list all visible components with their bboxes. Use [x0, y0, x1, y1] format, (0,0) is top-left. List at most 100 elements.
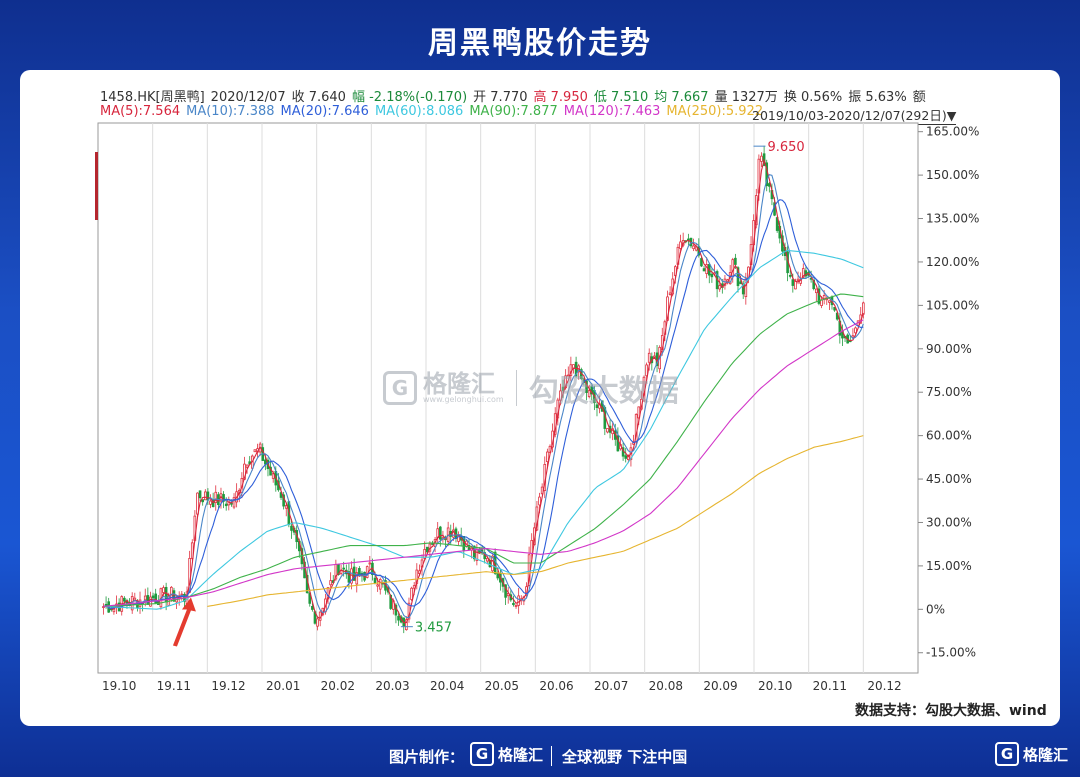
candle-body: [546, 451, 549, 463]
quote-field-10: 振 5.63%: [848, 90, 907, 105]
candle-body: [734, 257, 737, 265]
candle-body: [566, 374, 570, 377]
candle-body: [564, 375, 567, 389]
candle-body: [817, 288, 821, 304]
annotation-label: 9.650: [767, 140, 804, 155]
candle-body: [102, 606, 105, 608]
candle-body: [146, 595, 150, 605]
candle-body: [486, 557, 489, 562]
watermark-brand-sub: www.gelonghui.com: [423, 395, 504, 404]
candle-body: [457, 535, 460, 542]
candle-body: [198, 490, 202, 499]
quote-field-8: 量 1327万: [714, 90, 778, 105]
candle-body: [355, 572, 359, 585]
candle-body: [775, 217, 779, 231]
candle-body: [692, 245, 695, 250]
y-tick-label: 15.00%: [926, 559, 972, 573]
y-tick-label: 120.00%: [926, 255, 979, 269]
series-line-ma120: [103, 319, 864, 607]
ma-legend-line: MA(5):7.564 MA(10):7.388 MA(20):7.646 MA(60…: [100, 104, 769, 119]
candle-body: [378, 578, 382, 590]
x-tick-label: 20.09: [703, 679, 737, 693]
candle-body: [143, 595, 147, 601]
candle-body: [702, 268, 706, 272]
candle-body: [854, 327, 857, 334]
x-tick-label: 20.03: [375, 679, 409, 693]
watermark-brand: 格隆汇: [423, 370, 495, 398]
x-tick-label: 20.06: [539, 679, 573, 693]
quote-field-6: 低 7.510: [593, 90, 649, 105]
candle-body: [425, 546, 429, 553]
candle-body: [368, 562, 372, 565]
candle-body: [496, 573, 500, 579]
candle-body: [741, 283, 745, 295]
x-tick-label: 20.10: [758, 679, 792, 693]
candle-body: [700, 258, 703, 267]
x-tick-label: 19.12: [211, 679, 245, 693]
x-tick-label: 20.07: [594, 679, 628, 693]
x-tick-label: 20.05: [485, 679, 519, 693]
y-tick-label: 90.00%: [926, 342, 972, 356]
series-line-ma20: [103, 199, 864, 609]
footer-divider: [551, 746, 552, 766]
series-line-ma60: [103, 249, 864, 610]
candle-body: [862, 302, 865, 315]
candle-body: [214, 491, 218, 504]
candle-body: [833, 307, 836, 311]
ma-legend-item-1: MA(10):7.388: [186, 104, 275, 119]
data-source: 数据支持：勾股大数据、wind: [855, 703, 1047, 719]
x-tick-label: 20.01: [266, 679, 300, 693]
candle-body: [279, 492, 283, 498]
candle-body: [154, 593, 158, 604]
watermark-separator: [515, 370, 517, 406]
y-tick-label: 165.00%: [926, 125, 979, 139]
footer-brand: 格隆汇: [498, 745, 544, 764]
candle-body: [232, 497, 236, 508]
x-tick-label: 20.02: [321, 679, 355, 693]
red-arrow-marker: [172, 597, 196, 647]
corner-logo: G 格隆汇: [995, 742, 1068, 766]
footer-label: 图片制作：: [389, 748, 465, 766]
candle-body: [373, 577, 377, 584]
candle-body: [311, 606, 314, 610]
quote-field-4: 开 7.770: [473, 90, 528, 105]
y-tick-label: 75.00%: [926, 385, 972, 399]
y-tick-label: 105.00%: [926, 298, 979, 312]
series-line-ma250: [207, 435, 864, 607]
candle-body: [196, 492, 199, 515]
y-tick-label: 30.00%: [926, 515, 972, 529]
candle-body: [744, 278, 748, 298]
watermark-product: 勾股大数据: [528, 374, 679, 409]
page-title: 周黑鸭股价走势: [428, 26, 652, 61]
candle-body: [788, 274, 792, 277]
x-tick-label: 20.08: [649, 679, 683, 693]
candle-body: [423, 549, 426, 559]
ma-legend-item-4: MA(90):7.877: [469, 104, 558, 119]
candle-body: [123, 597, 126, 602]
candle-body: [637, 406, 641, 419]
quote-field-0: 1458.HK[周黑鸭]: [100, 90, 205, 105]
ma-legend-item-6: MA(250):5.922: [666, 104, 764, 119]
candle-body: [410, 587, 413, 600]
ma-legend-item-2: MA(20):7.646: [280, 104, 369, 119]
candle-body: [760, 155, 763, 162]
candle-body: [376, 584, 379, 587]
candle-body: [851, 335, 855, 338]
candle-body: [647, 352, 651, 363]
candle-body: [822, 295, 826, 300]
x-tick-label: 20.04: [430, 679, 464, 693]
candle-body: [815, 288, 818, 294]
candle-body: [812, 279, 816, 290]
x-tick-label: 20.11: [813, 679, 847, 693]
candle-body: [329, 580, 332, 586]
annotation-label: 3.457: [415, 621, 452, 636]
y-tick-label: 45.00%: [926, 472, 972, 486]
candle-body: [512, 602, 515, 606]
footer-slogan: 全球视野 下注中国: [562, 748, 688, 766]
candle-body: [245, 464, 249, 468]
quote-field-2: 收 7.640: [291, 90, 346, 105]
y-tick-label: 0%: [926, 602, 945, 616]
watermark: G 格隆汇 www.gelonghui.com 勾股大数据: [383, 366, 679, 410]
ma-legend-item-0: MA(5):7.564: [100, 104, 181, 119]
